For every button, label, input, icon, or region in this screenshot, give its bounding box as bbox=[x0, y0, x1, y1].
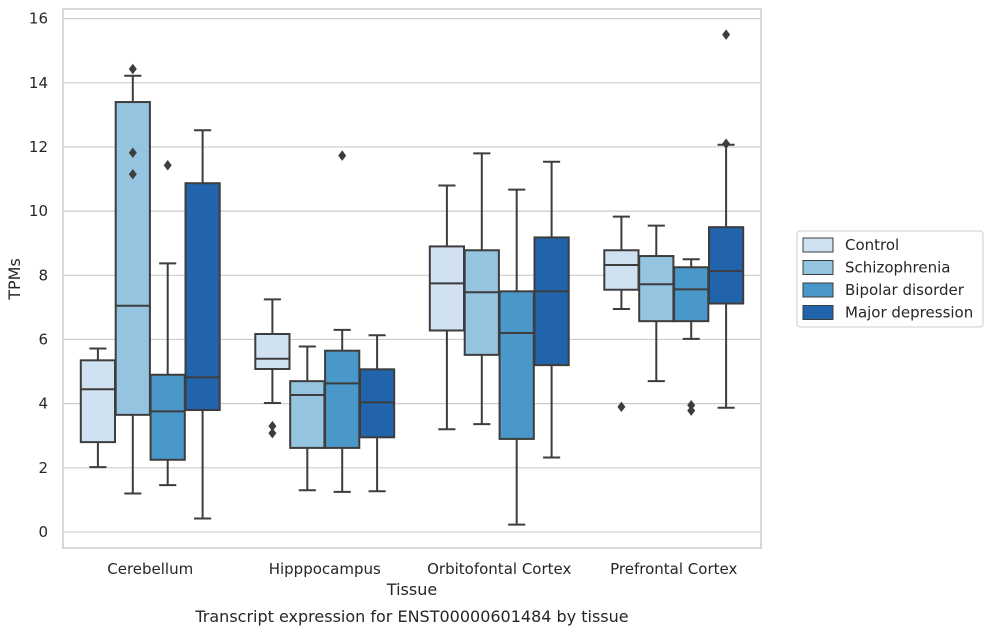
box bbox=[603, 249, 640, 291]
legend-label: Bipolar disorder bbox=[845, 281, 965, 299]
y-tick-label: 12 bbox=[29, 138, 48, 156]
box bbox=[324, 349, 361, 449]
y-tick-label: 8 bbox=[38, 266, 48, 284]
box bbox=[707, 226, 745, 305]
x-tick-label: Prefrontal Cortex bbox=[610, 560, 737, 578]
box-group bbox=[638, 224, 675, 383]
x-tick-label: Hipppocampus bbox=[269, 560, 381, 578]
box bbox=[149, 373, 186, 461]
box-group bbox=[498, 188, 535, 526]
box-group bbox=[603, 215, 640, 413]
boxes bbox=[79, 29, 745, 526]
legend-label: Control bbox=[845, 236, 899, 254]
outlier-point bbox=[128, 63, 137, 75]
box bbox=[673, 266, 710, 323]
legend-frame bbox=[796, 230, 984, 328]
legend-swatch bbox=[802, 237, 834, 253]
y-tick-label: 16 bbox=[29, 10, 48, 28]
box bbox=[498, 290, 535, 440]
outlier-point bbox=[722, 138, 731, 149]
box bbox=[289, 380, 326, 449]
box bbox=[638, 255, 675, 323]
legend-swatch bbox=[802, 305, 834, 320]
y-tick-label: 2 bbox=[38, 459, 48, 477]
y-axis-label: TPMs bbox=[5, 258, 24, 301]
plot-frame bbox=[62, 8, 762, 549]
x-tick-label: Cerebellum bbox=[107, 560, 193, 578]
y-tick-label: 6 bbox=[38, 330, 48, 348]
legend-swatch bbox=[802, 260, 834, 275]
box-group bbox=[289, 345, 326, 492]
outlier-point bbox=[128, 169, 137, 180]
legend-label: Major depression bbox=[845, 304, 973, 322]
y-tick-label: 10 bbox=[29, 202, 48, 220]
box-group bbox=[79, 347, 117, 469]
box bbox=[428, 245, 466, 332]
box-group bbox=[114, 63, 151, 495]
outlier-point bbox=[268, 420, 277, 432]
outlier-point bbox=[268, 427, 277, 439]
outlier-point bbox=[687, 405, 696, 416]
x-tick-label: Orbitofontal Cortex bbox=[427, 560, 571, 578]
chart-caption: Transcript expression for ENST0000060148… bbox=[194, 607, 628, 626]
outlier-point bbox=[617, 401, 626, 413]
outlier-point bbox=[163, 160, 172, 171]
box-group bbox=[358, 334, 396, 493]
box bbox=[79, 359, 117, 444]
outlier-point bbox=[338, 150, 347, 161]
box bbox=[184, 182, 221, 412]
box-group bbox=[324, 150, 361, 493]
x-axis-ticks: Cerebellum Hipppocampus Orbitofontal Corte… bbox=[107, 560, 737, 578]
box-group bbox=[184, 129, 221, 520]
box-group bbox=[533, 160, 570, 459]
box-group bbox=[463, 152, 500, 426]
box-group bbox=[254, 298, 291, 439]
outlier-point bbox=[687, 400, 696, 411]
legend-label: Schizophrenia bbox=[845, 259, 950, 277]
box bbox=[254, 333, 291, 370]
box-group bbox=[428, 184, 466, 431]
box-group bbox=[149, 160, 186, 487]
outlier-point bbox=[128, 147, 137, 158]
legend: Control Schizophrenia Bipolar disorder Majo… bbox=[796, 230, 984, 328]
box-group bbox=[707, 29, 745, 409]
y-tick-label: 0 bbox=[38, 523, 48, 541]
y-tick-label: 4 bbox=[38, 395, 48, 413]
y-tick-label: 14 bbox=[29, 74, 48, 92]
legend-swatch bbox=[802, 282, 834, 298]
y-axis-ticks: 0 2 4 6 8 10 12 14 16 bbox=[29, 10, 48, 541]
box-group bbox=[673, 258, 710, 416]
outlier-point bbox=[722, 29, 731, 40]
box bbox=[463, 249, 500, 356]
box bbox=[533, 236, 570, 367]
x-axis-label: Tissue bbox=[386, 580, 437, 599]
